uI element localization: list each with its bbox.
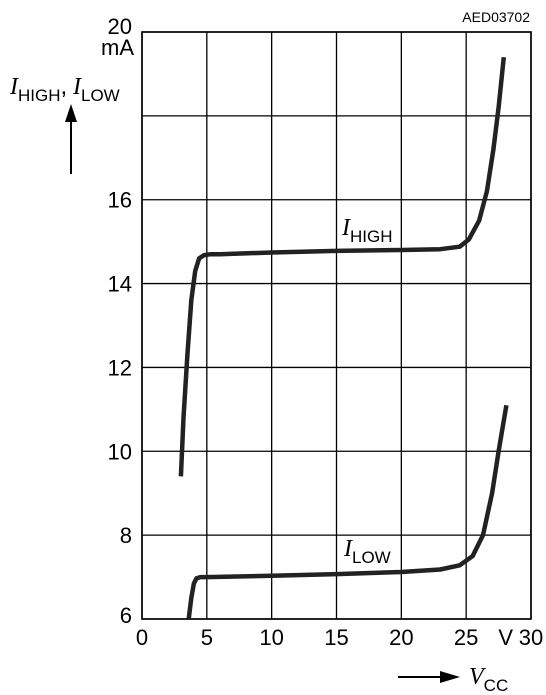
tick-labels: 0 5 10 15 20 25 30 6 8 10 12 14 16 20 xyxy=(108,14,544,650)
x-unit: V xyxy=(498,625,513,650)
y-axis-label: IHIGH, ILOW xyxy=(9,73,120,105)
figure-id: AED03702 xyxy=(462,9,530,25)
x-axis-arrow-head xyxy=(440,671,460,683)
x-tick-label: 20 xyxy=(389,625,413,650)
y-label-low: ILOW xyxy=(72,74,120,105)
y-tick-label: 12 xyxy=(108,355,132,380)
y-unit: mA xyxy=(101,35,134,60)
y-tick-label: 8 xyxy=(120,523,132,548)
x-axis-label: VCC xyxy=(469,664,508,695)
y-tick-label: 20 xyxy=(108,14,132,39)
x-tick-label: 25 xyxy=(454,625,478,650)
series-label-high: IHIGH xyxy=(341,215,393,246)
series-labels: IHIGH ILOW xyxy=(341,215,393,567)
plot-frame xyxy=(141,31,532,620)
y-tick-label: 14 xyxy=(108,272,132,297)
series-label-low: ILOW xyxy=(343,536,391,567)
series-layer xyxy=(178,56,509,620)
x-tick-label: 10 xyxy=(259,625,283,650)
y-axis-arrow-head xyxy=(65,104,77,122)
y-tick-label: 6 xyxy=(120,603,132,628)
x-tick-label: 0 xyxy=(136,625,148,650)
y-tick-label: 16 xyxy=(108,188,132,213)
y-tick-label: 10 xyxy=(108,439,132,464)
grid-layer xyxy=(141,31,532,620)
x-tick-label: 5 xyxy=(201,625,213,650)
series-line-low xyxy=(186,404,509,620)
x-tick-label: 30 xyxy=(519,625,543,650)
x-tick-label: 15 xyxy=(324,625,348,650)
y-label-high: IHIGH, xyxy=(9,73,67,105)
x-label-vcc: VCC xyxy=(469,664,508,695)
series-line-high xyxy=(178,56,507,477)
